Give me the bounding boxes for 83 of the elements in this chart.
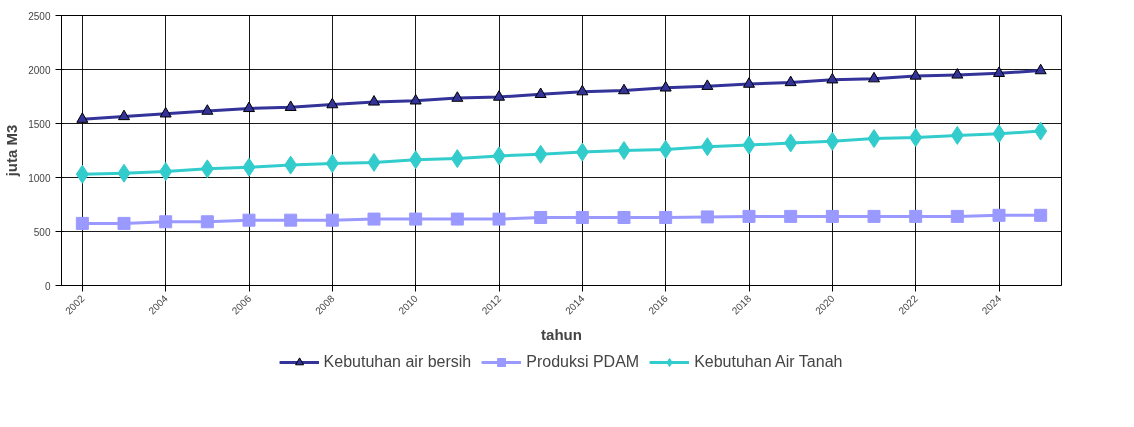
y-tick-label: 2000 — [28, 64, 51, 76]
point — [159, 106, 172, 118]
point — [117, 216, 131, 230]
x-axis-title: tahun — [541, 325, 582, 343]
legend-label: Kebutuhan air bersih — [323, 353, 472, 371]
point — [409, 93, 422, 105]
point — [493, 90, 505, 101]
point — [450, 149, 464, 169]
point — [867, 129, 881, 149]
point — [492, 146, 506, 166]
point — [117, 163, 131, 183]
point — [534, 87, 547, 99]
y-tick-label: 2500 — [28, 10, 51, 22]
point — [284, 100, 297, 111]
point — [325, 213, 339, 227]
point — [1034, 208, 1048, 222]
point — [367, 152, 381, 172]
point — [534, 210, 548, 224]
point — [75, 216, 89, 230]
point — [492, 212, 506, 226]
point — [992, 124, 1006, 144]
point — [1034, 63, 1047, 75]
point — [742, 209, 756, 223]
point — [242, 213, 256, 227]
point — [284, 213, 298, 227]
point — [575, 210, 589, 224]
point — [368, 95, 380, 106]
point — [409, 212, 423, 226]
point — [701, 79, 714, 90]
point — [826, 72, 839, 84]
point — [575, 142, 589, 162]
point — [284, 155, 298, 175]
point — [950, 125, 964, 145]
y-tick-label: 0 — [44, 280, 51, 292]
point — [451, 91, 464, 102]
y-tick-label: 1000 — [28, 172, 51, 184]
point — [201, 104, 214, 115]
point — [326, 97, 339, 109]
point — [617, 210, 631, 224]
y-axis-title: juta M3 — [3, 124, 21, 178]
y-tick-label: 500 — [33, 226, 51, 238]
point — [909, 69, 922, 80]
legend-label: Kebutuhan Air Tanah — [694, 353, 843, 371]
point — [867, 209, 881, 223]
point — [243, 101, 255, 113]
point — [951, 68, 964, 79]
point — [534, 144, 548, 164]
point — [618, 83, 630, 95]
point — [868, 71, 880, 83]
point — [409, 150, 423, 170]
point — [825, 131, 839, 151]
point — [200, 215, 214, 229]
point — [200, 159, 214, 179]
point — [1034, 121, 1048, 141]
point — [118, 109, 130, 121]
point — [700, 137, 714, 157]
point — [242, 157, 256, 177]
point — [325, 153, 339, 173]
point — [784, 133, 798, 153]
legend-label: Produksi PDAM — [526, 353, 640, 371]
point — [909, 209, 923, 223]
point — [367, 212, 381, 226]
point — [825, 209, 839, 223]
y-tick-label: 1500 — [28, 118, 51, 130]
point — [992, 208, 1006, 222]
point — [659, 81, 672, 92]
point — [784, 209, 798, 223]
point — [950, 209, 964, 223]
point — [659, 210, 673, 224]
point — [909, 128, 923, 148]
point — [159, 215, 173, 229]
point — [742, 135, 756, 155]
point — [784, 75, 797, 87]
point — [450, 212, 464, 226]
point — [659, 139, 673, 159]
point — [576, 84, 589, 96]
point — [700, 210, 714, 224]
point — [993, 66, 1005, 77]
point — [159, 162, 173, 182]
point — [617, 141, 631, 160]
point — [743, 77, 755, 88]
point — [76, 112, 89, 123]
point — [75, 164, 89, 184]
